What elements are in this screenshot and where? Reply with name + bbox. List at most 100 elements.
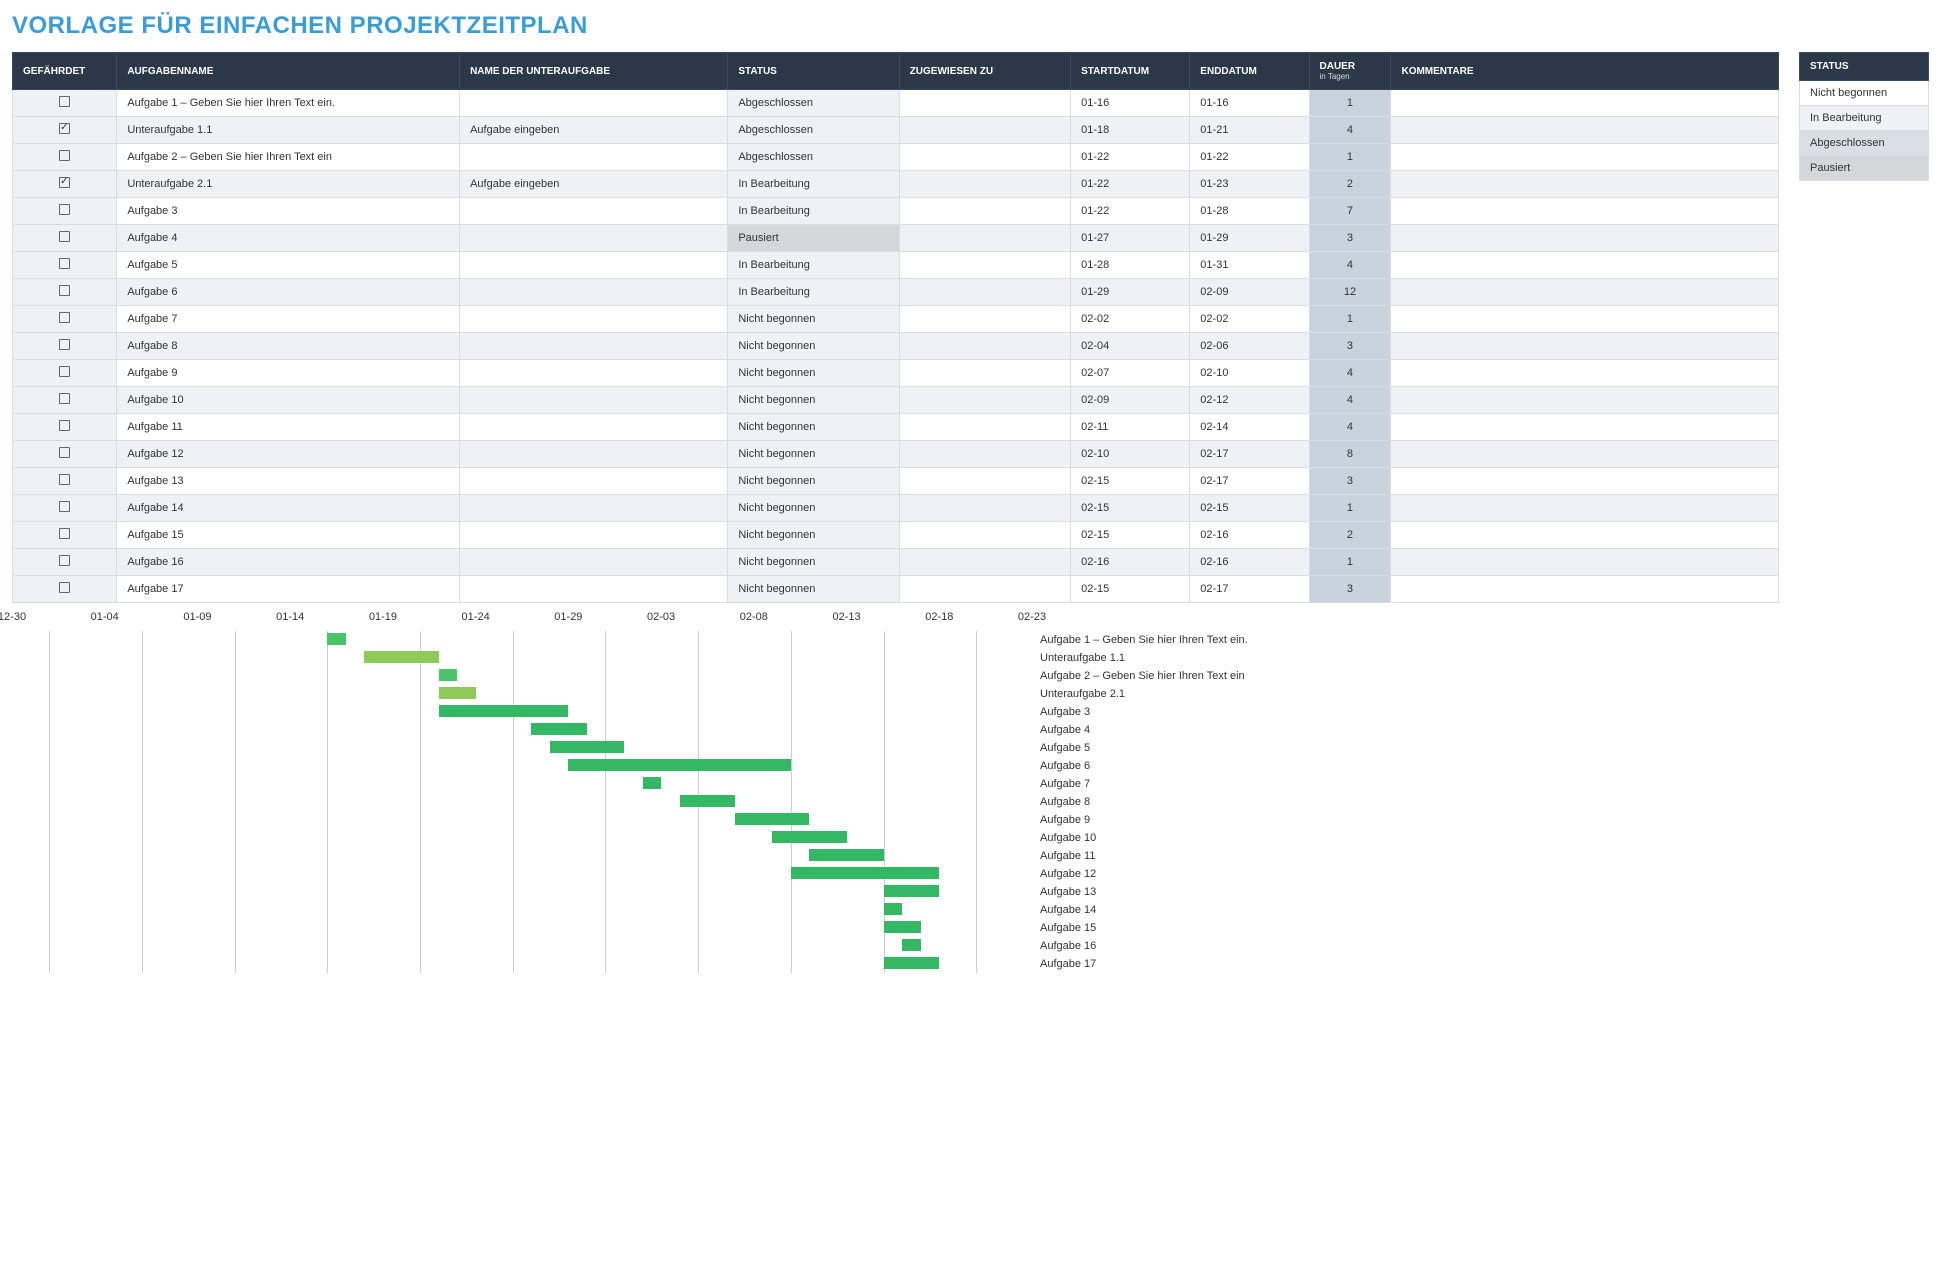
comments-cell[interactable] <box>1391 468 1779 495</box>
comments-cell[interactable] <box>1391 252 1779 279</box>
status-cell[interactable]: Nicht begonnen <box>728 441 899 468</box>
subtask-name-cell[interactable] <box>460 306 728 333</box>
task-name-cell[interactable]: Aufgabe 13 <box>117 468 460 495</box>
gantt-bar[interactable] <box>735 813 809 825</box>
assigned-cell[interactable] <box>899 333 1070 360</box>
task-name-cell[interactable]: Aufgabe 9 <box>117 360 460 387</box>
status-cell[interactable]: Abgeschlossen <box>728 117 899 144</box>
end-date-cell[interactable]: 01-29 <box>1190 225 1309 252</box>
checkbox-icon[interactable] <box>59 312 70 323</box>
assigned-cell[interactable] <box>899 360 1070 387</box>
gantt-bar[interactable] <box>531 723 587 735</box>
table-row[interactable]: Aufgabe 17Nicht begonnen02-1502-173 <box>13 576 1779 603</box>
task-name-cell[interactable]: Aufgabe 2 – Geben Sie hier Ihren Text ei… <box>117 144 460 171</box>
gantt-bar[interactable] <box>772 831 846 843</box>
table-row[interactable]: Aufgabe 5In Bearbeitung01-2801-314 <box>13 252 1779 279</box>
comments-cell[interactable] <box>1391 144 1779 171</box>
checkbox-icon[interactable] <box>59 339 70 350</box>
status-cell[interactable]: In Bearbeitung <box>728 279 899 306</box>
subtask-name-cell[interactable] <box>460 279 728 306</box>
table-row[interactable]: Aufgabe 6In Bearbeitung01-2902-0912 <box>13 279 1779 306</box>
table-row[interactable]: Aufgabe 12Nicht begonnen02-1002-178 <box>13 441 1779 468</box>
risk-checkbox-cell[interactable] <box>13 171 117 198</box>
risk-checkbox-cell[interactable] <box>13 279 117 306</box>
checkbox-icon[interactable] <box>59 231 70 242</box>
status-cell[interactable]: Nicht begonnen <box>728 549 899 576</box>
assigned-cell[interactable] <box>899 279 1070 306</box>
end-date-cell[interactable]: 02-15 <box>1190 495 1309 522</box>
status-cell[interactable]: Nicht begonnen <box>728 387 899 414</box>
start-date-cell[interactable]: 01-16 <box>1071 90 1190 117</box>
checkbox-icon[interactable] <box>59 555 70 566</box>
subtask-name-cell[interactable] <box>460 468 728 495</box>
start-date-cell[interactable]: 01-29 <box>1071 279 1190 306</box>
col-header-end[interactable]: ENDDATUM <box>1190 53 1309 90</box>
comments-cell[interactable] <box>1391 171 1779 198</box>
start-date-cell[interactable]: 02-07 <box>1071 360 1190 387</box>
assigned-cell[interactable] <box>899 441 1070 468</box>
start-date-cell[interactable]: 01-28 <box>1071 252 1190 279</box>
gantt-bar[interactable] <box>327 633 346 645</box>
task-name-cell[interactable]: Aufgabe 6 <box>117 279 460 306</box>
table-row[interactable]: Aufgabe 7Nicht begonnen02-0202-021 <box>13 306 1779 333</box>
subtask-name-cell[interactable] <box>460 414 728 441</box>
assigned-cell[interactable] <box>899 468 1070 495</box>
start-date-cell[interactable]: 02-16 <box>1071 549 1190 576</box>
gantt-bar[interactable] <box>902 939 921 951</box>
task-name-cell[interactable]: Aufgabe 1 – Geben Sie hier Ihren Text ei… <box>117 90 460 117</box>
end-date-cell[interactable]: 02-17 <box>1190 441 1309 468</box>
end-date-cell[interactable]: 01-22 <box>1190 144 1309 171</box>
end-date-cell[interactable]: 01-16 <box>1190 90 1309 117</box>
status-cell[interactable]: Nicht begonnen <box>728 360 899 387</box>
assigned-cell[interactable] <box>899 495 1070 522</box>
subtask-name-cell[interactable] <box>460 549 728 576</box>
start-date-cell[interactable]: 01-22 <box>1071 198 1190 225</box>
checkbox-icon[interactable] <box>59 366 70 377</box>
status-legend-item[interactable]: In Bearbeitung <box>1800 106 1929 131</box>
gantt-bar[interactable] <box>643 777 662 789</box>
risk-checkbox-cell[interactable] <box>13 306 117 333</box>
comments-cell[interactable] <box>1391 90 1779 117</box>
end-date-cell[interactable]: 01-28 <box>1190 198 1309 225</box>
start-date-cell[interactable]: 02-15 <box>1071 576 1190 603</box>
risk-checkbox-cell[interactable] <box>13 198 117 225</box>
risk-checkbox-cell[interactable] <box>13 252 117 279</box>
checkbox-icon[interactable] <box>59 447 70 458</box>
table-row[interactable]: Aufgabe 1 – Geben Sie hier Ihren Text ei… <box>13 90 1779 117</box>
subtask-name-cell[interactable] <box>460 441 728 468</box>
assigned-cell[interactable] <box>899 414 1070 441</box>
task-name-cell[interactable]: Aufgabe 15 <box>117 522 460 549</box>
col-header-name[interactable]: AUFGABENNAME <box>117 53 460 90</box>
risk-checkbox-cell[interactable] <box>13 414 117 441</box>
end-date-cell[interactable]: 02-17 <box>1190 576 1309 603</box>
gantt-bar[interactable] <box>439 669 458 681</box>
comments-cell[interactable] <box>1391 198 1779 225</box>
status-cell[interactable]: Abgeschlossen <box>728 144 899 171</box>
assigned-cell[interactable] <box>899 117 1070 144</box>
subtask-name-cell[interactable] <box>460 198 728 225</box>
status-cell[interactable]: Pausiert <box>728 225 899 252</box>
assigned-cell[interactable] <box>899 522 1070 549</box>
task-name-cell[interactable]: Aufgabe 8 <box>117 333 460 360</box>
assigned-cell[interactable] <box>899 252 1070 279</box>
comments-cell[interactable] <box>1391 522 1779 549</box>
start-date-cell[interactable]: 01-18 <box>1071 117 1190 144</box>
end-date-cell[interactable]: 02-06 <box>1190 333 1309 360</box>
checkbox-icon[interactable] <box>59 177 70 188</box>
subtask-name-cell[interactable] <box>460 495 728 522</box>
checkbox-icon[interactable] <box>59 501 70 512</box>
risk-checkbox-cell[interactable] <box>13 576 117 603</box>
checkbox-icon[interactable] <box>59 528 70 539</box>
risk-checkbox-cell[interactable] <box>13 225 117 252</box>
risk-checkbox-cell[interactable] <box>13 360 117 387</box>
assigned-cell[interactable] <box>899 549 1070 576</box>
end-date-cell[interactable]: 02-16 <box>1190 522 1309 549</box>
col-header-comments[interactable]: KOMMENTARE <box>1391 53 1779 90</box>
subtask-name-cell[interactable] <box>460 333 728 360</box>
comments-cell[interactable] <box>1391 387 1779 414</box>
gantt-bar[interactable] <box>568 759 791 771</box>
risk-checkbox-cell[interactable] <box>13 90 117 117</box>
table-row[interactable]: Aufgabe 8Nicht begonnen02-0402-063 <box>13 333 1779 360</box>
assigned-cell[interactable] <box>899 144 1070 171</box>
start-date-cell[interactable]: 01-27 <box>1071 225 1190 252</box>
